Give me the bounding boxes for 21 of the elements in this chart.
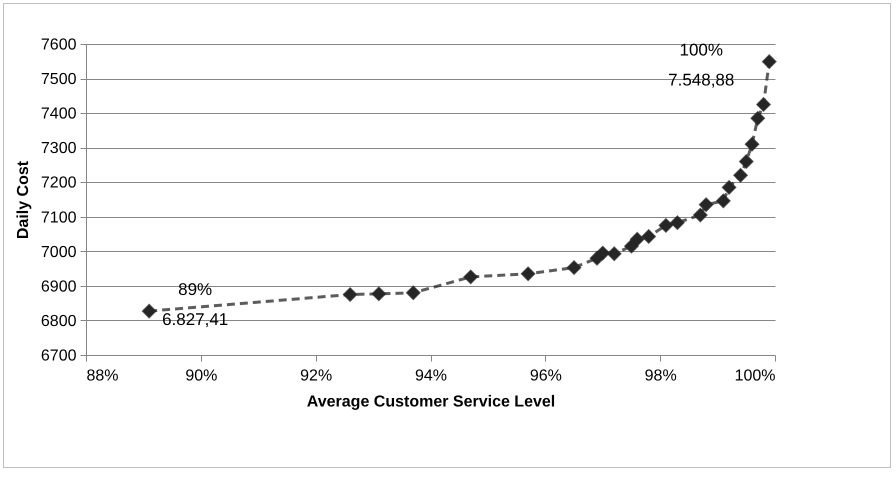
x-tick-label: 100% <box>734 368 776 384</box>
x-tick-label: 98% <box>644 368 677 384</box>
x-tick-label: 92% <box>300 368 332 384</box>
annotation: 89% 6.827,41 <box>162 280 228 330</box>
y-tick-label: 7500 <box>40 71 77 88</box>
y-tick-label: 7600 <box>40 36 77 54</box>
y-tick-label: 7200 <box>40 174 77 192</box>
x-tick-label: 96% <box>530 368 562 384</box>
y-tick-label: 6700 <box>40 348 77 364</box>
y-tick-label: 7000 <box>40 244 77 261</box>
annotation: 100% 7.548,88 <box>668 40 734 90</box>
y-tick-label: 7300 <box>40 140 77 158</box>
y-axis-title: Daily Cost <box>14 160 32 240</box>
x-axis-title: Average Customer Service Level <box>306 394 556 410</box>
y-tick-label: 7100 <box>40 209 77 226</box>
y-tick-label: 6900 <box>40 278 77 296</box>
x-tick-label: 94% <box>414 368 448 384</box>
x-tick-label: 90% <box>185 368 218 384</box>
x-tick-label: 88% <box>86 368 119 384</box>
y-tick-label: 6800 <box>40 312 77 330</box>
y-tick-label: 7400 <box>40 106 77 123</box>
